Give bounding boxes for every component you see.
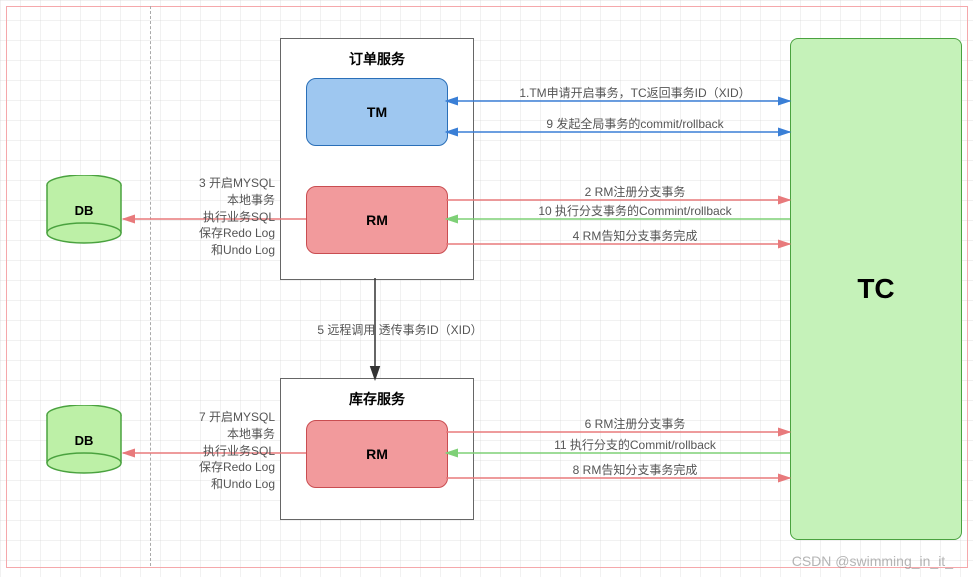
label-11: 11 执行分支的Commit/rollback	[490, 437, 780, 454]
stock-rm-label: RM	[366, 446, 388, 462]
label-3: 3 开启MYSQL 本地事务 执行业务SQL 保存Redo Log 和Undo …	[160, 175, 275, 259]
tm-label: TM	[367, 104, 387, 120]
stock-rm-box: RM	[306, 420, 448, 488]
tm-box: TM	[306, 78, 448, 146]
watermark: CSDN @swimming_in_it_	[792, 553, 953, 569]
label-5: 5 远程调用 透传事务ID（XID）	[290, 322, 510, 339]
tc-label: TC	[857, 273, 894, 305]
label-7: 7 开启MYSQL 本地事务 执行业务SQL 保存Redo Log 和Undo …	[160, 409, 275, 493]
label-1: 1.TM申请开启事务，TC返回事务ID（XID）	[490, 85, 780, 102]
order-rm-box: RM	[306, 186, 448, 254]
label-9: 9 发起全局事务的commit/rollback	[490, 116, 780, 133]
label-6: 6 RM注册分支事务	[490, 416, 780, 433]
label-2: 2 RM注册分支事务	[490, 184, 780, 201]
tc-box: TC	[790, 38, 962, 540]
db-top: DB	[45, 175, 123, 245]
label-10: 10 执行分支事务的Commint/rollback	[490, 203, 780, 220]
order-service-title: 订单服务	[281, 49, 473, 69]
db-bottom: DB	[45, 405, 123, 475]
dashed-divider	[150, 6, 151, 566]
db-top-label: DB	[45, 203, 123, 218]
db-bottom-label: DB	[45, 433, 123, 448]
diagram-canvas: 订单服务 TM RM 库存服务 RM TC DB	[0, 0, 973, 577]
label-4: 4 RM告知分支事务完成	[490, 228, 780, 245]
label-8: 8 RM告知分支事务完成	[490, 462, 780, 479]
order-rm-label: RM	[366, 212, 388, 228]
stock-service-title: 库存服务	[281, 389, 473, 409]
